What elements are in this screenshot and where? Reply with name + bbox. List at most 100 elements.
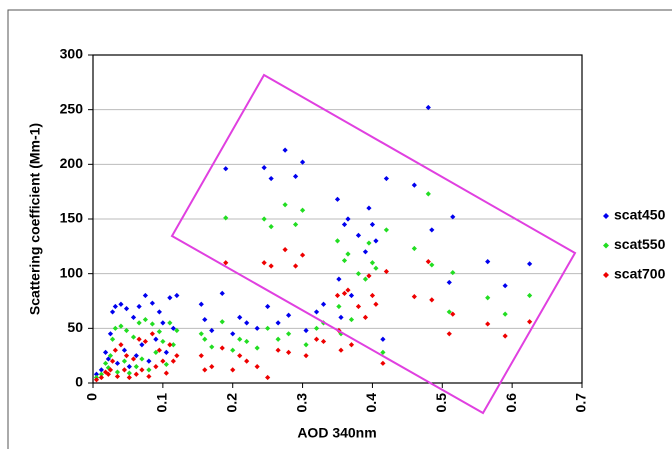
point	[366, 273, 372, 279]
point	[411, 294, 417, 300]
point	[121, 367, 128, 373]
point	[237, 353, 243, 359]
point	[130, 334, 137, 340]
point	[105, 371, 111, 377]
point	[366, 205, 372, 211]
point	[425, 104, 431, 111]
point	[202, 336, 208, 342]
legend-label: scat550	[614, 236, 666, 252]
point	[105, 356, 111, 362]
point	[198, 301, 204, 307]
point	[383, 175, 389, 182]
plot-border	[92, 54, 583, 384]
point	[338, 347, 344, 353]
point	[160, 338, 166, 345]
point	[373, 238, 379, 244]
point	[373, 265, 379, 271]
point	[334, 196, 341, 202]
point	[219, 319, 225, 325]
point	[341, 257, 348, 264]
point	[355, 271, 362, 277]
point	[336, 276, 342, 282]
point	[527, 261, 533, 267]
point	[485, 295, 491, 301]
point	[334, 238, 341, 244]
point	[411, 245, 417, 252]
point	[219, 290, 225, 296]
point	[320, 338, 327, 345]
point	[299, 159, 306, 165]
point	[237, 336, 243, 342]
point	[320, 301, 327, 307]
point	[118, 342, 124, 348]
point	[261, 165, 267, 171]
point	[282, 202, 288, 208]
point	[160, 358, 166, 364]
x-tick-label: 0.3	[293, 393, 309, 413]
point	[313, 309, 320, 315]
point	[93, 377, 100, 383]
point	[369, 260, 376, 266]
point	[230, 347, 236, 353]
point	[429, 297, 435, 303]
point	[109, 336, 116, 342]
y-tick-label: 100	[60, 264, 84, 280]
point	[261, 216, 267, 222]
point	[230, 331, 236, 337]
point	[348, 292, 355, 299]
y-tick-label: 200	[60, 155, 84, 171]
point	[362, 314, 369, 320]
x-tick-label: 0.2	[223, 393, 239, 413]
point	[345, 251, 351, 257]
x-tick-label: 0.1	[154, 393, 170, 413]
point	[209, 327, 215, 334]
point	[348, 316, 355, 323]
point	[139, 356, 145, 362]
point	[380, 349, 386, 355]
point	[139, 342, 145, 348]
point	[527, 319, 533, 325]
point	[136, 320, 142, 326]
point	[244, 358, 250, 364]
point	[502, 311, 508, 317]
point	[167, 320, 173, 326]
point	[133, 364, 139, 370]
point	[282, 247, 288, 253]
point	[198, 353, 204, 359]
point	[446, 279, 452, 286]
point	[292, 263, 299, 269]
x-tick-label: 0	[84, 393, 100, 401]
point	[223, 215, 229, 221]
point	[174, 353, 180, 359]
point	[355, 303, 362, 310]
point	[219, 345, 225, 351]
point	[202, 367, 208, 373]
legend-marker	[603, 213, 609, 219]
point	[126, 364, 132, 370]
point	[98, 371, 104, 377]
point	[105, 365, 111, 371]
x-axis-title: AOD 340nm	[297, 425, 376, 441]
point	[345, 216, 351, 222]
point	[268, 224, 274, 230]
point	[112, 325, 118, 331]
point	[98, 367, 104, 373]
point	[450, 311, 456, 317]
point	[170, 342, 176, 348]
point	[146, 358, 152, 364]
point	[275, 320, 281, 326]
point	[112, 347, 118, 353]
point	[292, 221, 299, 228]
point	[163, 361, 169, 368]
point	[383, 227, 389, 233]
point	[136, 303, 142, 310]
point	[170, 325, 176, 331]
point	[425, 259, 431, 265]
point	[102, 349, 109, 355]
point	[254, 345, 260, 351]
point	[362, 249, 369, 255]
point	[156, 347, 162, 353]
y-tick-label: 150	[60, 210, 84, 226]
point	[383, 268, 389, 275]
point	[123, 327, 130, 334]
